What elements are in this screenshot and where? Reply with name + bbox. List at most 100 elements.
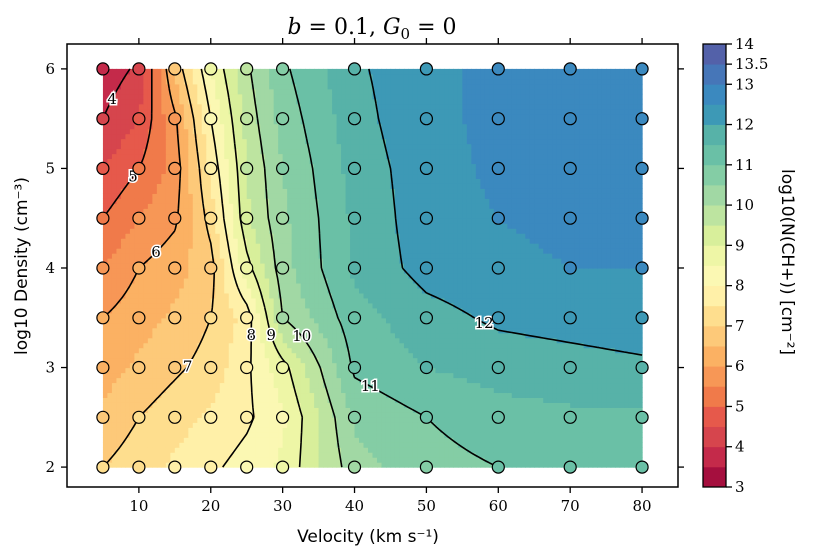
- contour-fill-cell: [457, 407, 463, 413]
- contour-fill-cell: [534, 263, 540, 269]
- contour-fill-cell: [269, 422, 275, 428]
- contour-fill-cell: [138, 422, 144, 428]
- contour-fill-cell: [561, 372, 567, 379]
- contour-fill-cell: [390, 302, 396, 309]
- contour-fill-cell: [287, 322, 293, 329]
- contour-fill-cell: [228, 392, 234, 399]
- contour-fill-cell: [624, 352, 630, 359]
- contour-fill-cell: [183, 447, 189, 453]
- contour-fill-cell: [345, 452, 351, 458]
- contour-fill-cell: [350, 302, 356, 309]
- contour-fill-cell: [498, 282, 504, 289]
- contour-fill-cell: [318, 312, 324, 319]
- contour-fill-cell: [489, 307, 495, 314]
- contour-fill-cell: [480, 282, 486, 289]
- contour-fill-cell: [475, 377, 481, 384]
- contour-fill-cell: [345, 322, 351, 329]
- contour-fill-cell: [466, 277, 472, 284]
- contour-fill-cell: [385, 437, 392, 443]
- contour-fill-cell: [484, 362, 490, 369]
- contour-fill-cell: [125, 277, 131, 284]
- contour-fill-cell: [219, 263, 225, 269]
- contour-fill-cell: [359, 427, 365, 433]
- contour-fill-cell: [520, 282, 526, 289]
- contour-fill-cell: [588, 422, 594, 428]
- contour-fill-cell: [201, 272, 207, 279]
- contour-fill-cell: [305, 422, 311, 428]
- contour-fill-cell: [350, 292, 356, 299]
- contour-fill-cell: [287, 347, 293, 354]
- contour-fill-cell: [318, 272, 324, 279]
- contour-fill-cell: [408, 292, 414, 299]
- contour-fill-cell: [206, 357, 212, 364]
- contour-fill-cell: [507, 327, 513, 334]
- contour-fill-cell: [624, 297, 630, 304]
- contour-fill-cell: [520, 422, 526, 428]
- contour-fill-cell: [314, 382, 320, 389]
- contour-fill-cell: [601, 442, 607, 448]
- contour-fill-cell: [376, 412, 383, 418]
- contour-fill-cell: [291, 397, 297, 403]
- contour-fill-cell: [444, 292, 450, 299]
- contour-fill-cell: [332, 337, 338, 344]
- contour-fill-cell: [368, 307, 374, 314]
- contour-fill-cell: [390, 457, 396, 463]
- contour-fill-cell: [484, 327, 490, 334]
- contour-fill-cell: [439, 452, 445, 458]
- contour-fill-cell: [345, 302, 351, 309]
- contour-fill-cell: [381, 447, 387, 453]
- contour-fill-cell: [165, 267, 171, 274]
- contour-fill-cell: [318, 422, 324, 428]
- contour-fill-cell: [511, 397, 517, 403]
- contour-fill-cell: [502, 422, 508, 428]
- contour-fill-cell: [430, 332, 436, 339]
- contour-fill-cell: [399, 312, 405, 319]
- contour-fill-cell: [156, 258, 162, 264]
- contour-fill-cell: [538, 447, 544, 453]
- contour-fill-cell: [309, 342, 315, 349]
- contour-fill-cell: [547, 277, 553, 284]
- contour-fill-cell: [403, 277, 410, 284]
- contour-fill-cell: [372, 307, 378, 314]
- contour-fill-cell: [511, 382, 517, 389]
- contour-fill-cell: [624, 372, 630, 379]
- contour-fill-cell: [480, 287, 486, 294]
- contour-fill-cell: [597, 367, 603, 374]
- contour-fill-cell: [305, 387, 311, 394]
- contour-fill-cell: [552, 302, 558, 309]
- contour-fill-cell: [251, 282, 257, 289]
- contour-fill-cell: [363, 322, 369, 329]
- contour-fill-cell: [597, 397, 603, 403]
- contour-fill-cell: [264, 447, 270, 453]
- contour-fill-cell: [610, 372, 616, 379]
- contour-fill-cell: [111, 367, 118, 374]
- contour-fill-cell: [399, 332, 405, 339]
- contour-fill-cell: [278, 452, 284, 458]
- contour-fill-cell: [448, 442, 454, 448]
- contour-fill-cell: [615, 462, 621, 468]
- contour-fill-cell: [197, 362, 203, 369]
- contour-fill-cell: [538, 287, 544, 294]
- contour-fill-cell: [152, 327, 158, 334]
- contour-fill-cell: [511, 392, 517, 399]
- contour-fill-cell: [606, 292, 612, 299]
- contour-fill-cell: [637, 427, 643, 433]
- contour-fill-cell: [619, 352, 625, 359]
- contour-fill-cell: [376, 452, 383, 458]
- contour-fill-cell: [215, 292, 221, 299]
- contour-fill-cell: [125, 407, 131, 413]
- contour-fill-cell: [134, 452, 140, 458]
- contour-fill-cell: [381, 437, 387, 443]
- contour-fill-cell: [615, 362, 621, 369]
- contour-fill-cell: [309, 457, 315, 463]
- contour-fill-cell: [453, 282, 459, 289]
- contour-fill-cell: [597, 267, 603, 274]
- contour-fill-cell: [394, 452, 401, 458]
- contour-fill-cell: [610, 442, 616, 448]
- contour-fill-cell: [242, 407, 248, 413]
- contour-fill-cell: [179, 332, 185, 339]
- contour-fill-cell: [525, 447, 531, 453]
- contour-fill-cell: [318, 382, 324, 389]
- contour-fill-cell: [278, 437, 284, 443]
- contour-fill-cell: [561, 447, 567, 453]
